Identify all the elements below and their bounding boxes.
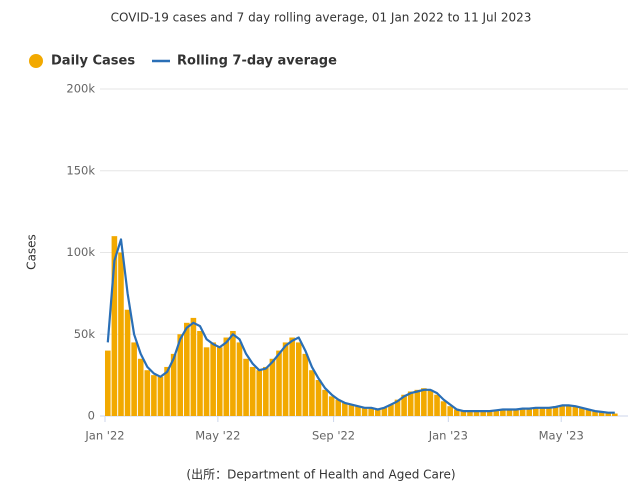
bar: [513, 409, 519, 416]
bar: [315, 380, 322, 416]
bar: [355, 406, 361, 416]
x-tick-label: May '23: [539, 429, 584, 443]
bar: [401, 394, 407, 416]
bar: [486, 411, 493, 416]
y-axis-label: Cases: [25, 234, 39, 270]
bar: [203, 347, 210, 416]
bar: [519, 408, 526, 416]
bar: [407, 391, 414, 416]
bar: [612, 413, 618, 416]
bar: [256, 370, 263, 416]
bar: [157, 376, 164, 416]
bar: [236, 342, 243, 416]
bar: [223, 337, 230, 416]
bar: [388, 404, 394, 416]
bar: [414, 389, 421, 416]
bar: [124, 309, 131, 416]
bar: [579, 407, 585, 416]
bar: [532, 407, 539, 416]
bar: [361, 407, 368, 416]
bar: [598, 411, 605, 416]
bar: [289, 337, 295, 416]
y-tick-label: 100k: [66, 245, 95, 259]
bar: [421, 388, 427, 416]
bar: [572, 406, 579, 416]
legend-label: Daily Cases: [51, 54, 135, 69]
bar: [460, 411, 467, 416]
bar: [197, 330, 203, 416]
bar: [552, 406, 559, 416]
x-tick-label: Sep '22: [312, 429, 355, 443]
bar: [546, 407, 552, 416]
bar: [131, 342, 137, 416]
bar: [322, 389, 328, 416]
bar: [342, 402, 348, 416]
bar: [585, 409, 592, 416]
bar: [434, 394, 440, 416]
bar: [493, 410, 500, 416]
x-tick-label: Jan '22: [84, 429, 124, 443]
bar: [118, 252, 124, 416]
bar: [480, 411, 486, 416]
bar: [295, 342, 302, 416]
bar: [374, 409, 381, 416]
chart-title: COVID-19 cases and 7 day rolling average…: [111, 11, 532, 25]
bar: [447, 406, 453, 416]
bar: [216, 347, 223, 416]
x-tick-label: Jan '23: [428, 429, 468, 443]
bar: [440, 401, 447, 416]
bar: [559, 405, 565, 416]
bar: [249, 366, 256, 416]
bar: [473, 411, 480, 416]
bar: [269, 358, 276, 416]
bar: [427, 389, 434, 416]
bar: [282, 342, 289, 416]
bar: [309, 370, 315, 416]
bar: [605, 412, 612, 416]
bar: [328, 396, 335, 416]
bar: [467, 411, 473, 416]
bar: [243, 358, 249, 416]
bar: [368, 407, 374, 416]
bar: [381, 407, 388, 416]
bar: [210, 342, 216, 416]
y-tick-label: 0: [88, 409, 95, 423]
bar: [144, 370, 151, 416]
bar: [230, 330, 236, 416]
bar: [539, 407, 546, 416]
legend-swatch: [29, 54, 43, 68]
bar: [592, 411, 598, 416]
bar: [500, 409, 506, 416]
rolling-average-line: [106, 238, 615, 414]
bar: [335, 399, 342, 416]
bar: [506, 409, 513, 416]
y-tick-label: 150k: [66, 163, 95, 177]
bar: [164, 366, 170, 416]
legend-label: Rolling 7-day average: [177, 54, 337, 69]
bar: [137, 358, 144, 416]
bar: [453, 409, 460, 416]
bar: [348, 404, 355, 416]
bar: [111, 236, 118, 416]
y-tick-label: 200k: [66, 82, 95, 96]
bar: [151, 375, 157, 416]
y-tick-label: 50k: [74, 327, 96, 341]
bar: [184, 322, 190, 416]
bar: [394, 399, 401, 416]
bar: [263, 366, 269, 416]
bar: [190, 317, 197, 416]
bar: [526, 407, 533, 416]
bar: [565, 405, 572, 416]
bar: [302, 353, 309, 416]
bar: [170, 353, 177, 416]
bar: [276, 350, 282, 416]
x-tick-label: May '22: [195, 429, 240, 443]
bar: [105, 350, 111, 416]
source-note: (出所：Department of Health and Aged Care): [186, 468, 455, 482]
bar: [177, 334, 184, 416]
